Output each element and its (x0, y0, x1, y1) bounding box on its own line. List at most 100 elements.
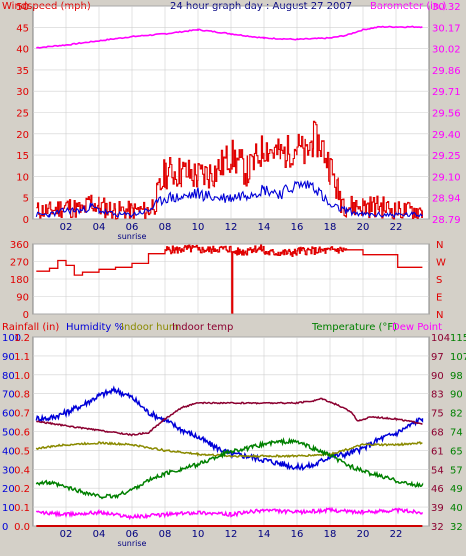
windspeed-line (36, 120, 423, 220)
rainfall-y-tick-label: 0.0 (14, 522, 30, 533)
humidity-y-tick-label: 30 (2, 465, 15, 476)
indoor-temp-y-tick-label: 90 (431, 371, 444, 382)
direction-y-tick-label: 270 (10, 258, 29, 269)
x-tick-label: 10 (192, 529, 205, 540)
rainfall-y-tick-label: 0.6 (14, 428, 30, 439)
barometer-y-tick-label: 29.10 (432, 172, 461, 183)
chart-title: 24 hour graph day : August 27 2007 (170, 1, 352, 12)
temperature-line (35, 436, 424, 500)
x-tick-label: 22 (390, 529, 403, 540)
humidity-y-tick-label: 10 (2, 503, 15, 514)
legend-indoor-temp: Indoor temp (172, 322, 233, 333)
wind-y-tick-label: 20 (16, 130, 29, 141)
indoor-temp-y-tick-label: 61 (431, 446, 444, 457)
wind-y-tick-label: 5 (23, 194, 29, 205)
barometer-y-tick-label: 30.17 (432, 23, 461, 34)
x-tick-label: 06 (126, 529, 139, 540)
x-tick-label: 18 (324, 222, 337, 233)
humidity-y-tick-label: 20 (2, 484, 15, 495)
wind-y-tick-label: 35 (16, 66, 29, 77)
barometer-y-tick-label: 30.02 (432, 45, 461, 56)
x-tick-label: 02 (60, 222, 73, 233)
rainfall-y-tick-label: 0.7 (14, 409, 30, 420)
legend-temperature: Temperature (°F) (311, 322, 397, 333)
humidity-y-tick-label: 80 (2, 371, 15, 382)
legend-dew-point: Dew Point (392, 322, 442, 333)
humidity-y-tick-label: 70 (2, 390, 15, 401)
humidity-y-tick-label: 0 (2, 522, 8, 533)
temperature-y-tick-label: 98 (450, 371, 463, 382)
x-tick-label: 08 (159, 222, 172, 233)
rainfall-y-tick-label: 0.8 (14, 390, 30, 401)
chart-marks: 0 5 10 15 20 25 30 35 40 45 50 28.79 28.94 29.10 29.25… (2, 2, 466, 548)
barometer-y-tick-label: 29.71 (432, 87, 461, 98)
x-tick-label: 18 (324, 529, 337, 540)
rainfall-y-tick-label: 0.1 (14, 503, 30, 514)
compass-tick-label: N (436, 310, 443, 321)
x-tick-label: 16 (291, 222, 304, 233)
indoor-temp-line (36, 397, 423, 437)
rainfall-y-tick-label: 1.1 (14, 352, 30, 363)
wind-y-tick-label: 15 (16, 151, 29, 162)
humidity-y-tick-label: 60 (2, 409, 15, 420)
humidity-y-tick-label: 100 (2, 333, 21, 344)
x-tick-label: 16 (291, 529, 304, 540)
barometer-y-tick-label: 28.94 (432, 194, 461, 205)
barometer-y-tick-label: 29.25 (432, 151, 461, 162)
sunrise-label: sunrise (118, 539, 147, 548)
temperature-y-tick-label: 65 (450, 446, 463, 457)
wind-y-tick-label: 25 (16, 109, 29, 120)
compass-tick-label: E (436, 293, 442, 304)
wind-y-tick-label: 0 (23, 215, 29, 226)
wind-y-tick-label: 10 (16, 172, 29, 183)
indoor-temp-y-tick-label: 46 (431, 484, 444, 495)
x-tick-label: 04 (93, 222, 106, 233)
humidity-y-tick-label: 50 (2, 428, 15, 439)
barometer-y-tick-label: 30.32 (432, 2, 461, 13)
sunrise-label: sunrise (118, 232, 147, 241)
wind-average-line (35, 180, 423, 219)
x-tick-label: 20 (357, 529, 370, 540)
indoor-temp-y-tick-label: 104 (431, 333, 450, 344)
temperature-y-tick-label: 107 (450, 352, 466, 363)
indoor-temp-y-tick-label: 32 (431, 522, 444, 533)
barometer-axis-label: Barometer (in.) (370, 1, 446, 12)
rainfall-y-tick-label: 1.2 (14, 333, 30, 344)
rainfall-y-tick-label: 0.4 (14, 465, 30, 476)
barometer-y-tick-label: 29.56 (432, 109, 461, 120)
x-tick-label: 06 (126, 222, 139, 233)
rainfall-y-tick-label: 1.0 (14, 371, 30, 382)
x-tick-label: 02 (60, 529, 73, 540)
temperature-y-tick-label: 115 (450, 333, 466, 344)
x-tick-label: 08 (159, 529, 172, 540)
direction-y-tick-label: 180 (10, 275, 29, 286)
temperature-y-tick-label: 90 (450, 390, 463, 401)
windspeed-axis-label: Windspeed (mph) (2, 1, 91, 12)
rainfall-y-tick-label: 0.2 (14, 484, 30, 495)
dew-point-line (35, 506, 424, 521)
indoor-temp-y-tick-label: 54 (431, 465, 444, 476)
humidity-y-tick-label: 90 (2, 352, 15, 363)
x-tick-label: 14 (258, 529, 271, 540)
indoor-temp-y-tick-label: 68 (431, 428, 444, 439)
barometer-y-tick-label: 29.86 (432, 66, 461, 77)
compass-tick-label: W (436, 258, 446, 269)
temperature-y-tick-label: 49 (450, 484, 463, 495)
indoor-temp-y-tick-label: 39 (431, 503, 444, 514)
indoor-hum-line (35, 440, 423, 459)
legend-rainfall: Rainfall (in) (2, 322, 59, 333)
x-tick-label: 12 (225, 222, 238, 233)
temperature-y-tick-label: 82 (450, 409, 463, 420)
indoor-temp-y-tick-label: 97 (431, 352, 444, 363)
direction-y-tick-label: 360 (10, 240, 29, 251)
temperature-y-tick-label: 40 (450, 503, 463, 514)
x-tick-label: 14 (258, 222, 271, 233)
direction-y-tick-label: 90 (16, 293, 29, 304)
rainfall-y-tick-label: 0.5 (14, 446, 30, 457)
direction-y-tick-label: 0 (23, 310, 29, 321)
wind-y-tick-label: 50 (16, 2, 29, 13)
indoor-temp-y-tick-label: 83 (431, 390, 444, 401)
barometer-line (36, 25, 423, 49)
wind-y-tick-label: 30 (16, 87, 29, 98)
